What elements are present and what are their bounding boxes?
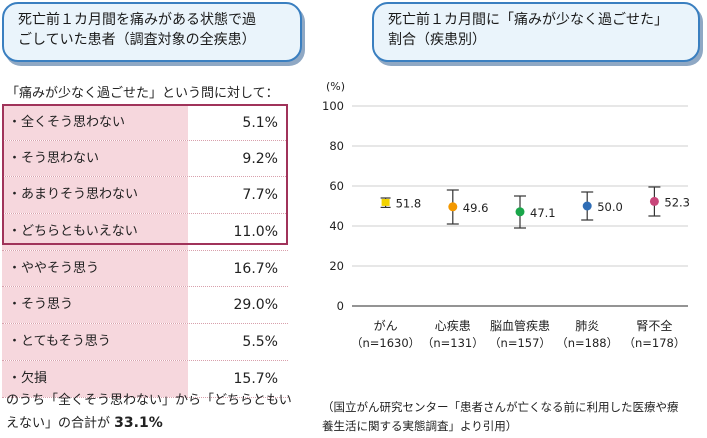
response-label: ・全くそう思わない xyxy=(2,105,188,140)
x-category-label: 腎不全 xyxy=(636,318,672,333)
left-title-callout: 死亡前１カ月間を痛みがある状態で過 ごしていた患者（調査対象の全疾患） xyxy=(2,2,302,62)
x-category-label: 心疾患 xyxy=(435,318,471,333)
response-value: 5.1% xyxy=(242,115,278,131)
x-sample-size-label: （n=188） xyxy=(556,336,618,350)
response-row: ・あまりそう思わない 7.7% xyxy=(2,177,288,215)
x-sample-size-label: （n=178） xyxy=(623,336,685,350)
question-text: 「痛みが少なく過ごせた」という問に対して： xyxy=(6,86,279,101)
data-point xyxy=(381,198,390,206)
right-title-line1: 死亡前１カ月間に「痛みが少なく過ごせた」 xyxy=(388,12,668,28)
response-label: ・とてもそう思う xyxy=(2,324,188,360)
data-point xyxy=(448,202,458,212)
data-label: 52.3 xyxy=(664,195,690,209)
response-value: 29.0% xyxy=(233,297,278,314)
data-point xyxy=(582,201,592,211)
response-label: ・どちらともいえない xyxy=(2,214,188,250)
source-line2: 養生活に関する実態調査」より引用） xyxy=(322,419,518,433)
summary-line2: えない」の合計が xyxy=(6,416,111,431)
response-label: ・欠損 xyxy=(2,360,188,397)
source-citation: （国立がん研究センター「患者さんが亡くなる前に利用した医療や療 養生活に関する実… xyxy=(322,398,702,436)
summary-text: のうち「全くそう思わない」から「どちらともい えない」の合計が 33.1% xyxy=(6,390,306,435)
response-value: 15.7% xyxy=(233,370,278,387)
x-category-label: がん xyxy=(374,318,398,333)
source-line1: （国立がん研究センター「患者さんが亡くなる前に利用した医療や療 xyxy=(322,400,679,414)
right-title-callout: 死亡前１カ月間に「痛みが少なく過ごせた」 割合（疾患別） xyxy=(372,2,700,62)
response-row: ・とてもそう思う 5.5% xyxy=(2,324,288,361)
data-point xyxy=(649,196,659,206)
response-row: ・そう思わない 9.2% xyxy=(2,140,288,178)
response-row: ・どちらともいえない 11.0% xyxy=(2,214,288,251)
response-value: 5.5% xyxy=(242,334,278,351)
y-tick-label: 60 xyxy=(329,179,344,193)
x-category-label: 脳血管疾患 xyxy=(490,318,550,333)
response-value: 11.0% xyxy=(233,224,278,241)
data-point xyxy=(515,207,525,217)
y-tick-label: 20 xyxy=(329,259,344,273)
response-value: 16.7% xyxy=(233,260,278,277)
right-title-line2: 割合（疾患別） xyxy=(388,32,486,48)
response-table: ・全くそう思わない 5.1% ・そう思わない 9.2% ・あまりそう思わない 7.7%… xyxy=(2,104,288,398)
summary-total: 33.1% xyxy=(114,415,163,431)
data-label: 49.6 xyxy=(463,201,489,215)
x-sample-size-label: （n=1630） xyxy=(351,336,420,350)
response-label: ・ややそう思う xyxy=(2,250,188,287)
y-tick-label: 100 xyxy=(322,99,344,113)
x-category-label: 肺炎 xyxy=(575,319,599,333)
summary-line1: のうち「全くそう思わない」から「どちらともい xyxy=(6,393,292,408)
data-label: 51.8 xyxy=(396,196,422,210)
data-label: 50.0 xyxy=(597,200,623,214)
response-row: ・欠損 15.7% xyxy=(2,360,288,398)
response-value: 9.2% xyxy=(242,150,278,167)
response-value: 7.7% xyxy=(242,187,278,204)
left-title-line1: 死亡前１カ月間を痛みがある状態で過 xyxy=(18,12,256,28)
x-sample-size-label: （n=157） xyxy=(489,336,551,350)
y-tick-label: 80 xyxy=(329,139,344,153)
y-tick-label: 0 xyxy=(337,299,344,313)
left-title-line2: ごしていた患者（調査対象の全疾患） xyxy=(18,32,256,48)
disease-chart: (%) 0 20 40 60 80 100 51.8 がん （n=1630） 49.6 心疾患 （n=1… xyxy=(322,80,690,350)
response-label: ・そう思う xyxy=(2,287,188,324)
response-row: ・全くそう思わない 5.1% xyxy=(2,104,288,141)
y-tick-label: 40 xyxy=(329,219,344,233)
response-row: ・ややそう思う 16.7% xyxy=(2,250,288,288)
y-axis-unit: (%) xyxy=(326,80,345,93)
response-label: ・あまりそう思わない xyxy=(2,177,188,214)
response-label: ・そう思わない xyxy=(2,140,188,177)
x-sample-size-label: （n=131） xyxy=(422,336,484,350)
response-row: ・そう思う 29.0% xyxy=(2,287,288,325)
data-label: 47.1 xyxy=(530,206,556,220)
